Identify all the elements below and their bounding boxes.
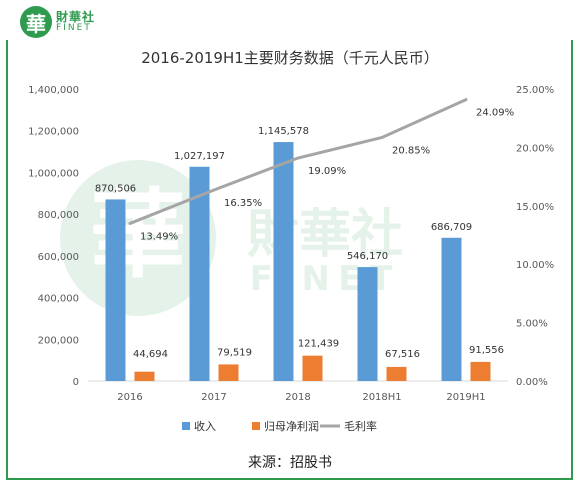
x-tick-label: 2019H1: [446, 392, 485, 403]
data-label-net-profit: 44,694: [133, 349, 168, 360]
data-label-gross-margin: 20.85%: [392, 145, 430, 156]
brand-logo-badge: 華: [20, 6, 52, 38]
legend-label: 毛利率: [344, 419, 377, 433]
right-tick-label: 10.00%: [516, 260, 554, 271]
bar-revenue: [441, 237, 462, 381]
gross-margin-point: [212, 188, 216, 192]
data-label-gross-margin: 16.35%: [224, 198, 262, 209]
x-tick-label: 2018: [285, 392, 310, 403]
brand-logo: 華 財華社 FINET: [20, 6, 140, 40]
gross-margin-point: [464, 98, 468, 102]
bar-series: [105, 142, 491, 381]
bar-net-profit: [134, 371, 155, 381]
data-label-gross-margin: 24.09%: [476, 108, 514, 119]
bar-revenue: [189, 166, 210, 381]
bar-revenue: [357, 267, 378, 381]
left-axis: 0 200,000 400,000 600,000 800,000 1,000,000 1,…: [28, 85, 79, 388]
right-tick-label: 20.00%: [516, 143, 554, 154]
line-series: [128, 98, 468, 225]
legend-label: 收入: [194, 419, 216, 433]
right-tick-label: 15.00%: [516, 202, 554, 213]
right-tick-label: 0.00%: [516, 377, 548, 388]
bar-net-profit: [386, 366, 407, 381]
bar-revenue: [105, 199, 126, 381]
watermark-circle: [60, 160, 216, 316]
brand-name-cn: 財華社: [56, 10, 96, 24]
right-tick-label: 5.00%: [516, 319, 548, 330]
left-tick-label: 400,000: [38, 294, 79, 305]
legend-swatch: [252, 422, 260, 430]
watermark-name-cn: 財華社: [247, 205, 403, 265]
left-tick-label: 800,000: [38, 210, 79, 221]
left-tick-label: 600,000: [38, 252, 79, 263]
data-label-revenue: 546,170: [347, 251, 388, 262]
bar-net-profit: [218, 364, 239, 381]
source-note: 来源：招股书: [248, 455, 332, 471]
gross-margin-point: [296, 156, 300, 160]
x-tick-label: 2018H1: [362, 392, 401, 403]
data-label-net-profit: 79,519: [217, 347, 252, 358]
right-tick-label: 25.00%: [516, 85, 554, 96]
bar-net-profit: [470, 361, 491, 381]
gross-margin-point: [380, 135, 384, 139]
left-tick-label: 1,000,000: [28, 168, 79, 179]
data-label-gross-margin: 13.49%: [140, 231, 178, 242]
left-tick-label: 1,400,000: [28, 85, 79, 96]
brand-name-en: FINET: [56, 23, 92, 33]
data-label-net-profit: 67,516: [385, 349, 420, 360]
x-tick-label: 2017: [201, 392, 226, 403]
watermark-name-en: FINET: [250, 259, 401, 299]
data-label-revenue: 870,506: [95, 183, 136, 194]
left-tick-label: 200,000: [38, 335, 79, 346]
data-label-net-profit: 121,439: [298, 339, 339, 350]
bar-revenue: [273, 142, 294, 381]
legend-swatch: [182, 422, 190, 430]
left-tick-label: 1,200,000: [28, 127, 79, 138]
chart-title: 2016-2019H1主要财务数据（千元人民币）: [141, 49, 439, 67]
gross-margin-point: [128, 221, 132, 225]
data-label-net-profit: 91,556: [469, 345, 504, 356]
data-labels: 870,506 1,027,197 1,145,578 546,170 686,709 4…: [95, 108, 514, 360]
data-label-gross-margin: 19.09%: [308, 166, 346, 177]
legend-label: 归母净利润: [264, 419, 319, 433]
x-axis: 2016 2017 2018 2018H1 2019H1: [117, 392, 485, 403]
legend: 收入 归母净利润 毛利率: [182, 419, 377, 433]
left-tick-label: 0: [73, 377, 79, 388]
bar-net-profit: [302, 355, 323, 381]
x-tick-label: 2016: [117, 392, 142, 403]
data-label-revenue: 686,709: [431, 222, 472, 233]
data-label-revenue: 1,027,197: [174, 151, 225, 162]
header: 華 財華社 FINET: [6, 6, 573, 40]
data-label-revenue: 1,145,578: [258, 126, 309, 137]
right-axis: 0.00% 5.00% 10.00% 15.00% 20.00% 25.00%: [516, 85, 554, 388]
